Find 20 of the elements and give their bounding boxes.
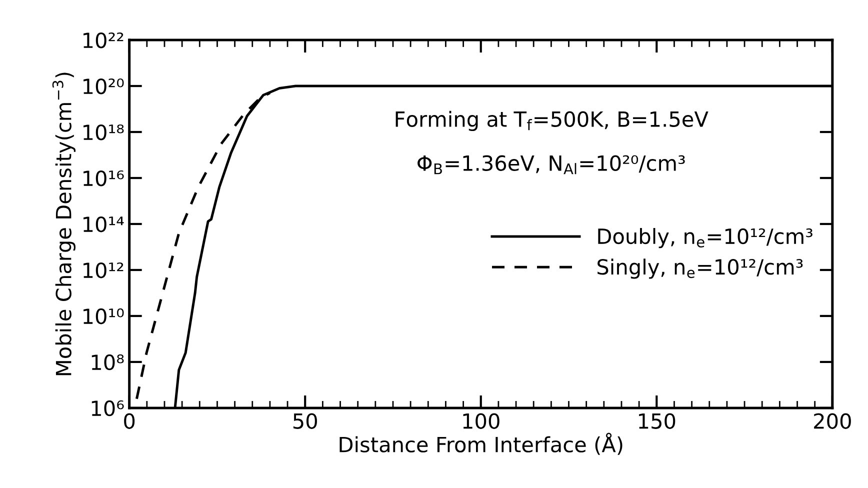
y-tick-label: 10²²: [84, 32, 124, 48]
y-tick-label: 10¹⁰: [84, 308, 124, 324]
y-tick-label: 10¹²: [84, 262, 124, 278]
legend-label: Singly, n$_{e}$=10¹²/cm³: [598, 258, 803, 279]
annotation: Forming at T$_{f}$=500K, B=1.5eV: [396, 110, 708, 132]
y-tick-label: 10¹⁶: [84, 170, 124, 186]
y-tick-label: 10⁶: [92, 400, 124, 416]
y-tick-label: 10¹⁸: [84, 124, 124, 140]
y-axis-title: Mobile Charge Density(cm$^{−3}$): [52, 72, 76, 376]
x-tick-label: 0: [124, 413, 135, 429]
annotation: Φ$_{B}$=1.36eV, N$_{Al}$=10²⁰/cm³: [418, 155, 685, 174]
y-tick-label: 10⁸: [92, 354, 124, 370]
y-tick-label: 10²⁰: [84, 78, 124, 94]
y-tick-label: 10¹⁴: [84, 216, 124, 232]
x-tick-label: 200: [814, 413, 851, 429]
x-axis-title: Distance From Interface (Å): [340, 432, 622, 455]
x-tick-label: 150: [639, 413, 676, 429]
x-tick-label: 50: [293, 413, 317, 429]
x-tick-label: 100: [463, 413, 500, 429]
legend-label: Doubly, n$_{e}$=10¹²/cm³: [598, 228, 812, 248]
